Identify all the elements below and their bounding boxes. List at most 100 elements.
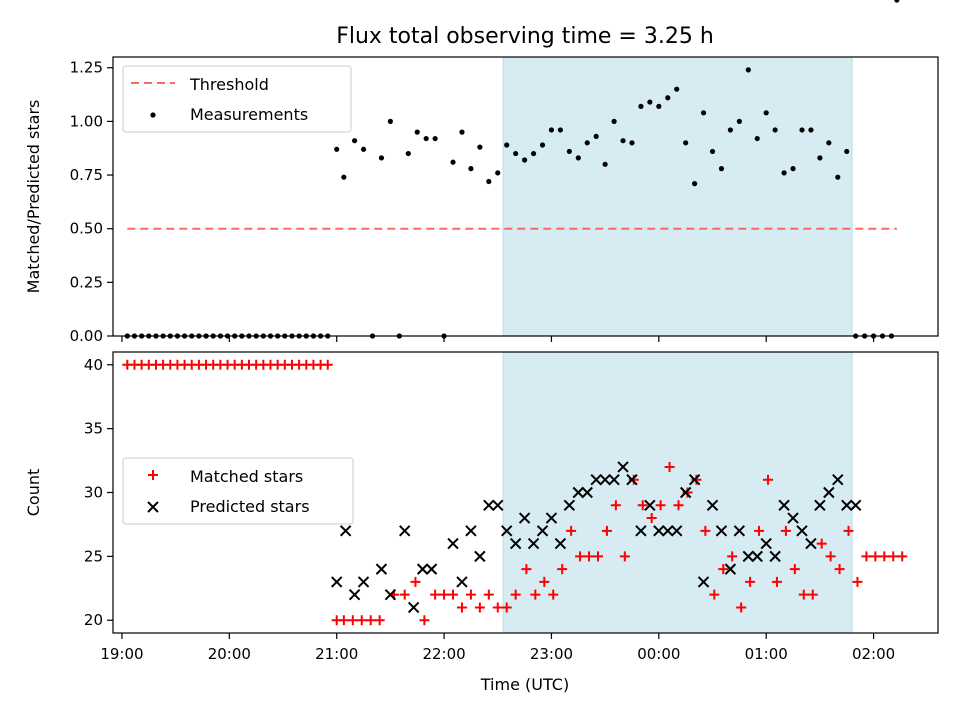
legend-matched-swatch	[148, 470, 158, 480]
measurement-point	[772, 127, 778, 133]
y-tick-label: 1.00	[70, 112, 103, 130]
predicted-star-point	[751, 550, 763, 563]
measurement-point	[692, 181, 698, 187]
y-axis-label: Count	[24, 469, 43, 517]
matched-star-point	[780, 525, 791, 536]
measurement-point	[754, 135, 760, 142]
matched-star-point	[338, 615, 349, 626]
measurement-point	[513, 150, 519, 157]
predicted-star-point	[814, 499, 826, 511]
measurement-point	[602, 161, 608, 167]
matched-star-point	[664, 461, 675, 472]
matched-star-point	[637, 500, 648, 511]
predicted-star-point	[823, 486, 835, 499]
measurement-point	[736, 118, 742, 124]
predicted-star-point	[501, 525, 513, 537]
matched-star-point	[798, 589, 809, 600]
measurement-point	[530, 150, 537, 157]
measurement-point	[656, 103, 662, 109]
matched-star-point	[492, 602, 503, 613]
measurement-point	[405, 150, 411, 157]
matched-star-point	[399, 589, 410, 600]
matched-star-point	[610, 500, 621, 511]
matched-star-point	[718, 564, 729, 575]
matched-star-point	[727, 551, 738, 562]
predicted-star-point	[715, 525, 728, 537]
matched-star-point	[419, 615, 430, 626]
predicted-star-point	[679, 486, 692, 499]
predicted-star-point	[492, 499, 504, 511]
measurement-point	[665, 95, 671, 101]
y-tick-label: 0.50	[70, 220, 103, 238]
y-tick-label: 20	[84, 611, 103, 629]
measurement-point	[468, 166, 474, 172]
chart-title: Flux total observing time = 3.25 h	[336, 24, 714, 49]
y-tick-label: 25	[84, 547, 103, 565]
bottom-panel: 20 25 30 35 40 19:00 20:00 21:00 22:00 23:00 00:00…	[24, 351, 939, 663]
measurement-point	[790, 166, 796, 172]
predicted-star-point	[545, 512, 558, 524]
matched-star-point	[861, 551, 872, 562]
matched-star-point	[347, 615, 358, 626]
predicted-star-point	[653, 525, 665, 537]
measurement-point	[835, 174, 841, 180]
measurement-point	[638, 103, 644, 109]
matched-star-point	[870, 551, 881, 562]
x-tick-label: 00:00	[637, 645, 680, 663]
measurement-point	[341, 174, 347, 180]
predicted-star-point	[339, 525, 352, 537]
measurement-point	[477, 144, 483, 150]
predicted-star-point	[832, 474, 844, 486]
measurement-point	[450, 159, 456, 165]
measurement-point	[826, 140, 832, 146]
matched-star-point	[521, 564, 532, 575]
measurement-point	[674, 86, 680, 92]
measurement-point	[360, 146, 367, 152]
y-tick-label: 40	[84, 356, 103, 374]
matched-star-point	[356, 615, 367, 626]
measurement-point	[548, 127, 555, 133]
measurement-point	[647, 99, 653, 105]
predicted-star-point	[706, 499, 719, 511]
matched-star-point	[789, 564, 800, 575]
predicted-star-point	[626, 474, 638, 486]
measurement-point	[486, 178, 492, 185]
measurement-point	[620, 138, 626, 144]
measurement-point	[745, 67, 751, 73]
measurement-point	[423, 135, 429, 142]
matched-star-point	[834, 564, 845, 575]
matched-star-point	[322, 359, 333, 370]
predicted-star-point	[398, 525, 411, 537]
predicted-star-point	[724, 563, 737, 575]
matched-star-point	[566, 525, 577, 536]
matched-star-point	[557, 564, 568, 575]
measurement-point	[378, 155, 385, 161]
measurement-point	[432, 135, 438, 142]
matched-star-point	[888, 551, 899, 562]
matched-star-point	[592, 551, 603, 562]
measurement-point	[575, 155, 581, 161]
predicted-star-point	[330, 576, 343, 588]
matched-star-point	[852, 576, 863, 587]
predicted-star-point	[536, 525, 549, 537]
legend-threshold-label: Threshold	[189, 75, 269, 94]
matched-star-point	[807, 589, 818, 600]
legend-box	[122, 457, 354, 525]
predicted-star-point	[483, 499, 495, 511]
predicted-star-point	[662, 525, 674, 537]
y-tick-label: 35	[84, 420, 103, 438]
measurement-point	[459, 129, 465, 135]
measurement-point	[718, 166, 725, 172]
predicted-star-point	[671, 525, 683, 537]
measurement-point	[414, 129, 420, 135]
predicted-star-point	[617, 461, 629, 473]
matched-star-point	[816, 538, 827, 549]
matched-star-point	[843, 525, 854, 536]
predicted-star-point	[590, 474, 602, 486]
matched-star-point	[410, 576, 421, 587]
predicted-star-point	[407, 601, 420, 614]
predicted-star-point	[416, 563, 429, 575]
predicted-star-point	[465, 525, 477, 537]
measurement-point	[727, 127, 734, 133]
